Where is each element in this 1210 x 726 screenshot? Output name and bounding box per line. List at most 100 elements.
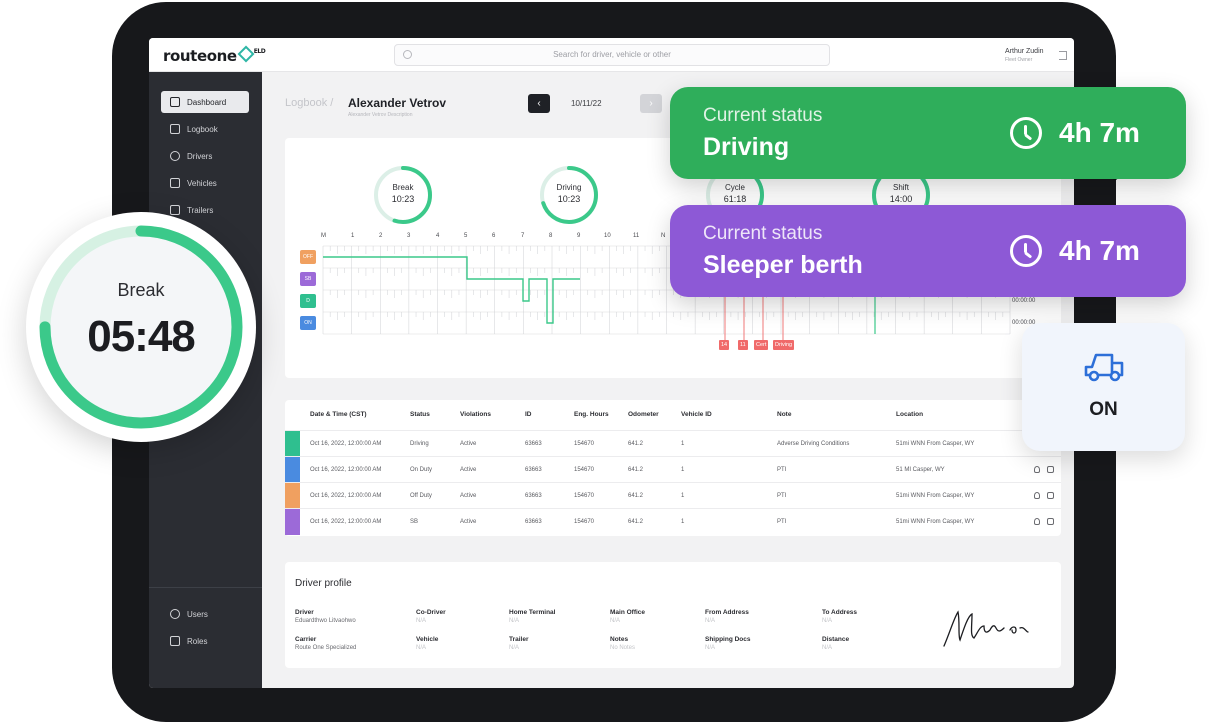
next-date-button[interactable]: › [640, 94, 662, 113]
cell-violations: Active [460, 493, 477, 499]
top-bar: routeone ELD Search for driver, vehicle o… [149, 38, 1074, 72]
field-label: Vehicle [416, 636, 439, 643]
cell-odometer: 641.2 [628, 493, 644, 499]
prev-date-button[interactable]: ‹ [528, 94, 550, 113]
date-value: 10/11/22 [571, 99, 602, 108]
cell-odometer: 641.2 [628, 519, 644, 525]
cell-status: On Duty [410, 467, 433, 473]
cell-eng-hours: 154670 [574, 493, 595, 499]
event-marker[interactable]: 14 [719, 340, 730, 350]
copy-icon[interactable] [1047, 518, 1054, 525]
events-table: Date & Time (CST) Status Violations ID E… [285, 400, 1061, 536]
logbook-icon [170, 124, 180, 134]
cell-location: 51 MI Casper, WY [896, 467, 945, 473]
sidebar-item-label: Roles [187, 637, 208, 646]
cell-note: PTI [777, 467, 787, 473]
cell-violations: Active [460, 519, 477, 525]
logo-text: routeone [163, 47, 237, 65]
field-value: N/A [416, 645, 427, 651]
field-value: N/A [822, 645, 833, 651]
hour-label: 11 [633, 233, 640, 239]
duty-row-tag-sb: SB [300, 272, 316, 286]
logo-sup: ELD [253, 48, 266, 55]
sidebar-item-logbook[interactable]: Logbook [161, 118, 249, 140]
status-card-value: Driving [703, 133, 790, 161]
break-timer-widget: Break 05:48 [26, 212, 256, 442]
column-header: Odometer [628, 411, 659, 418]
sidebar-item-roles[interactable]: Roles [161, 630, 249, 652]
event-marker[interactable]: Driving [773, 340, 795, 350]
column-header: ID [525, 411, 532, 418]
search-input[interactable]: Search for driver, vehicle or other [394, 44, 830, 66]
timer-value: 14:00 [889, 194, 913, 204]
date-picker[interactable]: 10/11/22 ⌄ [557, 94, 637, 113]
table-row[interactable]: Oct 16, 2022, 12:00:00 AM SB Active 6366… [285, 508, 1061, 535]
sidebar-item-drivers[interactable]: Drivers [161, 145, 249, 167]
field-label: Trailer [509, 636, 529, 643]
hour-label: 9 [577, 233, 581, 239]
table-row[interactable]: Oct 16, 2022, 12:00:00 AM Off Duty Activ… [285, 482, 1061, 509]
cell-violations: Active [460, 441, 477, 447]
cell-eng-hours: 154670 [574, 441, 595, 447]
sidebar-item-dashboard[interactable]: Dashboard [161, 91, 249, 113]
roles-icon [170, 636, 180, 646]
hour-label: 3 [407, 233, 411, 239]
copy-icon[interactable] [1047, 492, 1054, 499]
user-name[interactable]: Arthur Zudin [1005, 48, 1044, 55]
location-pin-icon[interactable] [1034, 518, 1040, 525]
status-card-time: 4h 7m [1059, 117, 1140, 148]
field-label: Carrier [295, 636, 317, 643]
cell-odometer: 641.2 [628, 467, 644, 473]
logout-icon[interactable] [1059, 51, 1067, 60]
chevron-right-icon: › [649, 98, 653, 109]
field-value: N/A [509, 645, 520, 651]
hour-label: 6 [492, 233, 496, 239]
duty-row-total: 00:00:00 [1012, 320, 1036, 326]
hour-label: 8 [549, 233, 553, 239]
sidebar-item-label: Logbook [187, 125, 218, 134]
driver-profile-card: Driver profile Driver Eduardthwo Litvaoh… [285, 562, 1061, 668]
status-card-driving: Current status Driving 4h 7m [670, 87, 1186, 179]
cell-status: Off Duty [410, 493, 432, 499]
status-card-sleeper: Current status Sleeper berth 4h 7m [670, 205, 1186, 297]
breadcrumb[interactable]: Logbook / [285, 97, 333, 109]
hour-label: M [321, 233, 326, 239]
event-marker[interactable]: Cert [754, 340, 769, 350]
page-subtitle: Alexander Vetrov Description [348, 112, 413, 118]
search-placeholder: Search for driver, vehicle or other [553, 50, 671, 59]
breadcrumb-prev: Logbook [285, 97, 328, 109]
cell-odometer: 641.2 [628, 441, 644, 447]
event-marker[interactable]: 11 [738, 340, 748, 350]
section-title: Driver profile [295, 578, 352, 589]
row-status-color [285, 457, 300, 483]
duty-row-tag-on: ON [300, 316, 316, 330]
field-label: Home Terminal [509, 609, 556, 616]
duty-line [323, 256, 580, 324]
chevron-down-icon: ⌄ [571, 99, 578, 108]
truck-icon [1084, 353, 1124, 382]
logo[interactable]: routeone ELD [163, 45, 266, 65]
copy-icon[interactable] [1047, 466, 1054, 473]
sidebar-item-users[interactable]: Users [161, 603, 249, 625]
location-pin-icon[interactable] [1034, 466, 1040, 473]
vehicle-status-label: ON [1089, 399, 1118, 420]
hour-label: 1 [351, 233, 355, 239]
sidebar-item-label: Dashboard [187, 98, 227, 107]
table-row[interactable]: Oct 16, 2022, 12:00:00 AM On Duty Active… [285, 456, 1061, 483]
table-row[interactable]: Oct 16, 2022, 12:00:00 AM Driving Active… [285, 430, 1061, 457]
column-header: Violations [460, 411, 491, 418]
sidebar-item-trailers[interactable]: Trailers [161, 199, 249, 221]
cell-location: 51mi WNN From Casper, WY [896, 493, 975, 499]
cell-location: 51mi WNN From Casper, WY [896, 441, 975, 447]
location-pin-icon[interactable] [1034, 492, 1040, 499]
row-status-color [285, 509, 300, 535]
driving-ring-graphic [540, 166, 598, 224]
cell-datetime: Oct 16, 2022, 12:00:00 AM [310, 493, 382, 499]
field-value: N/A [416, 618, 427, 624]
timer-ring-break [372, 164, 434, 226]
sidebar-item-vehicles[interactable]: Vehicles [161, 172, 249, 194]
logo-mark-icon [237, 45, 255, 63]
field-value: No Notes [610, 645, 636, 651]
clock-icon [1010, 117, 1042, 149]
